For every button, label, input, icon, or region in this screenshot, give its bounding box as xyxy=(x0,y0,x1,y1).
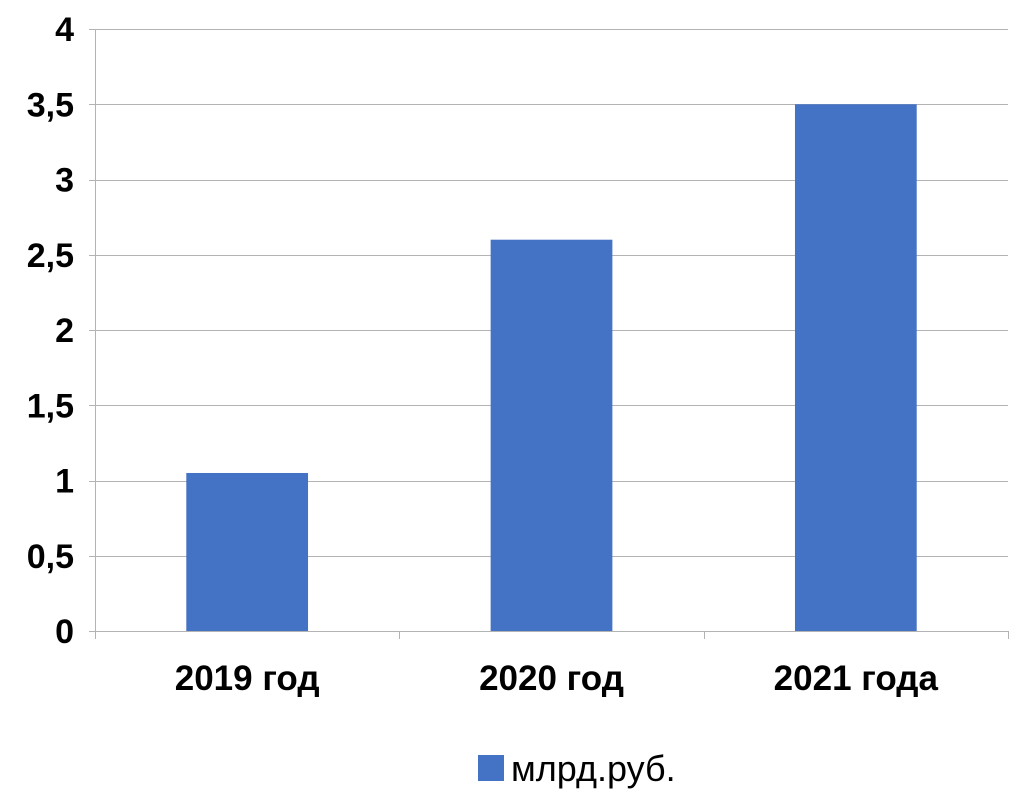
x-tick-label: 2020 год xyxy=(479,659,624,698)
y-tick-label: 2 xyxy=(55,312,74,350)
y-tick-label: 2,5 xyxy=(27,237,74,275)
y-tick-label: 4 xyxy=(55,11,74,49)
y-tick-label: 1,5 xyxy=(27,387,74,425)
legend: млрд.руб. xyxy=(478,748,676,789)
x-tick-label: 2021 года xyxy=(774,659,939,698)
y-tick-label: 0 xyxy=(55,613,74,651)
bar xyxy=(186,472,309,631)
y-tick-label: 3,5 xyxy=(27,86,74,124)
bar xyxy=(490,239,613,631)
x-tick-label: 2019 год xyxy=(175,659,320,698)
bar xyxy=(794,104,917,631)
y-tick-label: 3 xyxy=(55,162,74,200)
axes xyxy=(89,29,1009,639)
y-tick-labels: 0 0,5 1 1,5 2 2,5 3 3,5 4 xyxy=(27,11,74,651)
legend-swatch xyxy=(478,755,504,781)
y-tick-label: 1 xyxy=(55,463,74,501)
x-tick-labels: 2019 год 2020 год 2021 года xyxy=(175,659,939,698)
y-tick-label: 0,5 xyxy=(27,538,74,576)
bars xyxy=(186,104,917,631)
legend-label: млрд.руб. xyxy=(511,748,676,789)
